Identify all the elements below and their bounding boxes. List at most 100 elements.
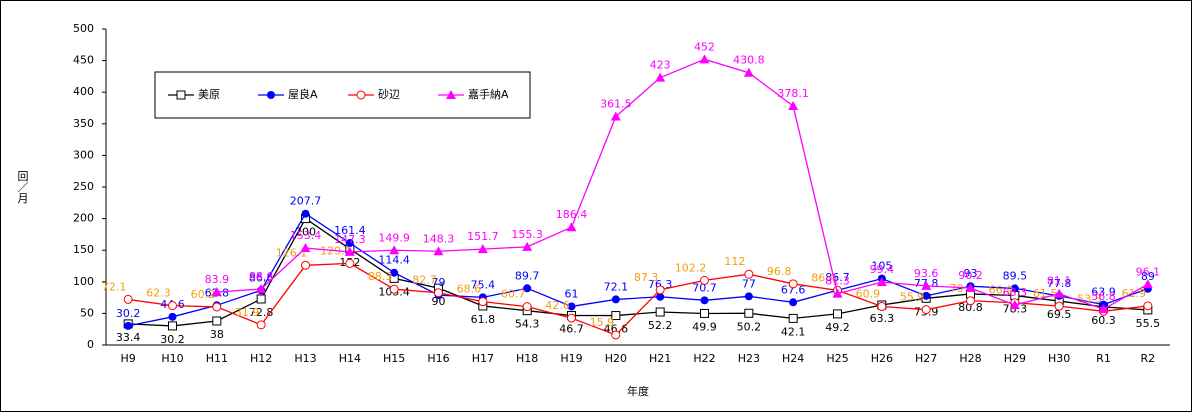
point [788,279,798,289]
point [1009,299,1020,309]
y-tick-label: 500 [73,22,94,35]
x-tick-label: R2 [1141,352,1156,365]
point [832,288,843,298]
data-label: 452 [694,40,715,53]
x-tick-label: H28 [959,352,981,365]
data-label: 93 [964,267,978,280]
point [656,292,665,301]
legend-marker [356,90,366,100]
data-label: 102.2 [675,261,707,274]
data-label: 361.5 [600,98,632,111]
legend-marker [446,90,456,99]
x-tick-label: H25 [826,352,848,365]
point [700,308,709,318]
legend-label: 砂辺 [378,88,400,101]
point [522,302,532,312]
x-tick-label: H10 [161,352,183,365]
data-label: 89.5 [1003,269,1028,282]
point [389,245,400,255]
data-label: 200 [295,226,316,239]
data-label: 78.3 [1003,303,1028,316]
data-label: 46.7 [559,322,584,335]
data-label: 61 [565,287,579,300]
point [965,282,976,292]
point [1142,279,1153,289]
x-tick-label: H30 [1048,352,1070,365]
point [301,260,310,270]
point [345,258,355,268]
y-tick-label: 150 [73,243,94,256]
data-label: 52.2 [648,319,673,332]
data-label: 68.6 [457,283,482,296]
data-label: 378.1 [777,87,809,100]
y-tick-label: 0 [87,338,94,351]
data-label: 151.7 [467,230,499,243]
point [789,298,798,307]
point [744,292,753,301]
point [478,297,488,307]
series-line [128,212,1149,327]
data-label: 55.5 [1136,317,1161,330]
point [168,301,177,311]
point [477,244,488,254]
series-line [128,262,1148,336]
point [1054,288,1065,298]
data-label: 60.2 [191,288,216,301]
x-tick-label: H26 [871,352,893,365]
x-tick-label: H29 [1004,352,1026,365]
x-tick-label: H18 [516,352,538,365]
data-label: 60.3 [1091,314,1116,327]
data-label: 70.7 [692,281,717,294]
x-axis-label: 年度 [627,384,649,398]
data-label: 83.9 [205,273,230,286]
data-label: 82.7 [412,274,437,287]
point [523,284,532,293]
data-label: 63.9 [1091,286,1116,299]
data-label: 153.4 [290,229,322,242]
point [390,268,399,277]
data-label: 69.5 [1047,308,1072,321]
data-label: 96.1 [1136,265,1161,278]
point [212,316,222,326]
point [212,302,222,312]
data-label: 105 [871,260,892,273]
y-tick-label: 450 [73,54,94,67]
point [211,286,222,296]
data-label: 93.6 [914,267,939,280]
data-label: 72.1 [102,280,127,293]
y-tick-label: 350 [73,117,94,130]
point [921,305,931,315]
y-tick-label: 50 [80,306,94,319]
data-label: 33.4 [116,331,141,344]
x-tick-label: H15 [383,352,405,365]
data-label: 148.3 [423,232,455,245]
x-tick-label: H16 [427,352,449,365]
data-label: 61.8 [471,313,496,326]
data-label: 60.9 [856,288,881,301]
data-label: 99.4 [870,263,895,276]
data-label: 70 [950,282,964,295]
data-label: 66.9 [989,284,1014,297]
data-label: 55.9 [900,291,925,304]
x-tick-label: H9 [121,352,136,365]
data-label: 112 [724,255,745,268]
legend-marker [176,90,186,100]
data-label: 161.4 [334,224,366,237]
point [788,101,799,111]
point [744,308,754,318]
data-label: 87.3 [634,271,659,284]
data-label: 42.1 [781,325,806,338]
data-label: 50.2 [737,320,762,333]
data-label: 67.6 [781,283,806,296]
point [700,296,709,305]
point [876,277,887,287]
data-label: 89.7 [515,269,540,282]
point [168,321,177,331]
x-tick-label: H17 [472,352,494,365]
point [611,295,620,304]
data-label: 186.4 [556,208,588,221]
data-label: 126.1 [276,246,308,259]
data-label: 86.4 [811,271,836,284]
legend-label: 屋良A [288,87,318,101]
